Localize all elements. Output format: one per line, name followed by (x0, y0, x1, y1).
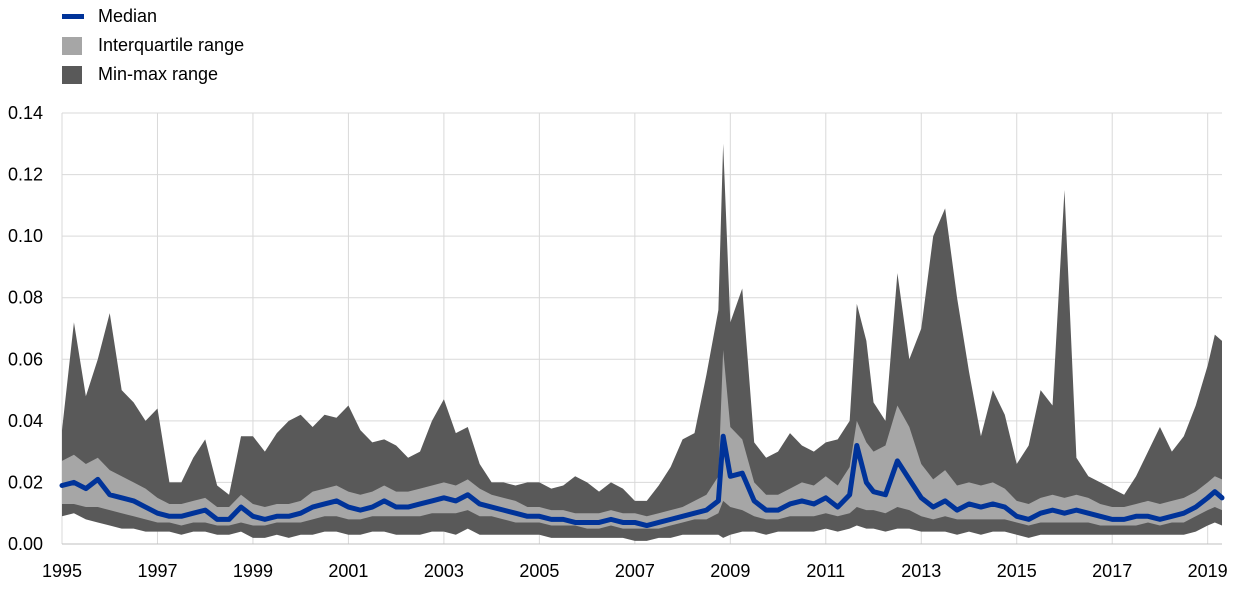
y-tick-label: 0.00 (8, 534, 43, 554)
x-tick-label: 2011 (806, 561, 845, 581)
median-swatch (62, 14, 84, 19)
y-tick-label: 0.06 (8, 349, 43, 369)
legend-label-minmax: Min-max range (98, 64, 219, 84)
x-tick-label: 2001 (328, 561, 368, 581)
x-tick-label: 2003 (424, 561, 464, 581)
y-tick-label: 0.08 (8, 288, 43, 308)
y-tick-label: 0.14 (8, 103, 43, 123)
minmax-swatch (62, 65, 82, 84)
iqr-swatch (62, 36, 82, 55)
x-tick-label: 2007 (615, 561, 655, 581)
interquartile-band (62, 350, 1222, 529)
y-tick-label: 0.04 (8, 411, 43, 431)
x-axis: 1995 1997 1999 2001 2003 2005 2007 2009 2011 2013… (42, 561, 1228, 581)
legend-label-iqr: Interquartile range (98, 35, 245, 55)
x-tick-label: 2005 (519, 561, 559, 581)
legend-item-iqr: Interquartile range (62, 31, 244, 60)
legend-item-median: Median (62, 2, 244, 31)
x-tick-label: 2017 (1092, 561, 1132, 581)
x-tick-label: 2019 (1188, 561, 1228, 581)
areas (62, 143, 1222, 541)
x-tick-label: 2009 (710, 561, 750, 581)
min-max-band (62, 143, 1222, 541)
y-tick-label: 0.12 (8, 165, 43, 185)
legend: Median Interquartile range Min-max range (62, 2, 244, 89)
x-tick-label: 1999 (233, 561, 273, 581)
x-tick-label: 1997 (137, 561, 177, 581)
x-tick-label: 1995 (42, 561, 82, 581)
x-tick-label: 2015 (997, 561, 1037, 581)
lines (59, 433, 1225, 529)
y-tick-label: 0.10 (8, 226, 43, 246)
y-axis: 0.00 0.02 0.04 0.06 0.08 0.10 0.12 0.14 (8, 103, 43, 554)
y-tick-label: 0.02 (8, 472, 43, 492)
legend-item-minmax: Min-max range (62, 60, 244, 89)
median-line (59, 433, 1225, 529)
x-tick-label: 2013 (901, 561, 941, 581)
legend-label-median: Median (98, 6, 158, 26)
